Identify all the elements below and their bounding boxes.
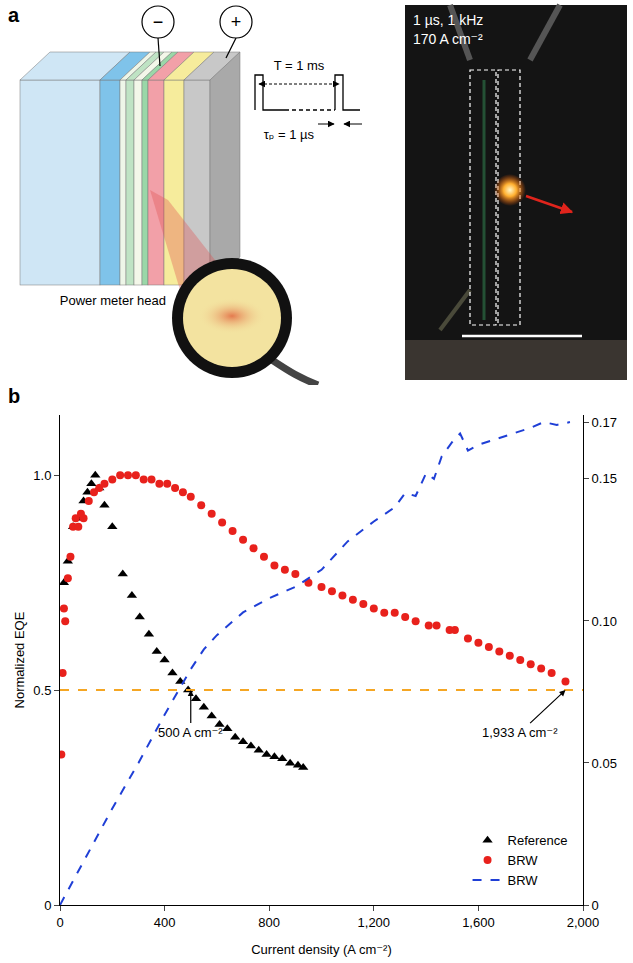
- svg-text:Current density (A cm⁻²): Current density (A cm⁻²): [251, 942, 392, 957]
- svg-text:2,000: 2,000: [567, 915, 600, 930]
- svg-text:1,600: 1,600: [462, 915, 495, 930]
- svg-text:1,933 A cm⁻²: 1,933 A cm⁻²: [482, 725, 558, 740]
- svg-text:BRW: BRW: [508, 873, 539, 888]
- svg-text:0.15: 0.15: [592, 471, 617, 486]
- svg-text:0.05: 0.05: [592, 756, 617, 771]
- svg-text:400: 400: [154, 915, 176, 930]
- svg-text:−: −: [153, 12, 164, 32]
- svg-text:500 A cm⁻²: 500 A cm⁻²: [158, 725, 223, 740]
- svg-text:Normalized EQE: Normalized EQE: [12, 611, 27, 708]
- svg-text:T = 1 ms: T = 1 ms: [274, 58, 325, 73]
- svg-text:0: 0: [44, 898, 51, 913]
- svg-text:0.10: 0.10: [592, 613, 617, 628]
- svg-text:1 µs, 1 kHz: 1 µs, 1 kHz: [413, 12, 483, 28]
- svg-text:170 A cm⁻²: 170 A cm⁻²: [413, 31, 483, 47]
- svg-text:τₚ = 1 µs: τₚ = 1 µs: [264, 127, 315, 142]
- svg-text:0: 0: [56, 915, 63, 930]
- svg-text:1.0: 1.0: [33, 468, 51, 483]
- svg-text:Reference: Reference: [508, 833, 568, 848]
- svg-text:Power meter head: Power meter head: [60, 293, 166, 308]
- svg-text:+: +: [231, 12, 242, 32]
- svg-text:800: 800: [258, 915, 280, 930]
- html-text:b: b: [8, 385, 21, 407]
- svg-text:0: 0: [592, 898, 599, 913]
- svg-text:0.17: 0.17: [592, 415, 617, 430]
- svg-text:a: a: [8, 4, 20, 26]
- svg-text:BRW: BRW: [508, 853, 539, 868]
- svg-text:0.5: 0.5: [33, 683, 51, 698]
- svg-text:1,200: 1,200: [358, 915, 391, 930]
